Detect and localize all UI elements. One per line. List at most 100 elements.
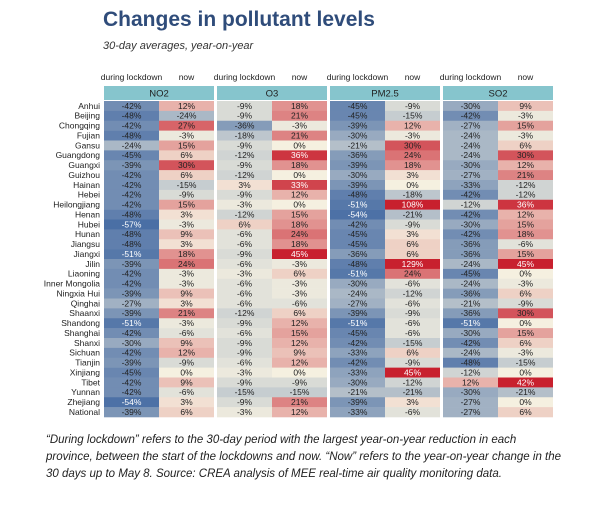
cell-value: -39% (122, 407, 142, 417)
heatmap-cell (443, 298, 498, 309)
cell-value: -39% (122, 259, 142, 269)
cell-value: 21% (291, 111, 308, 121)
cell-value: -45% (348, 101, 368, 111)
heatmap-cell (104, 209, 159, 220)
heatmap-cell (443, 367, 498, 378)
heatmap-cell (159, 397, 214, 408)
province-label: Inner Mongolia (44, 279, 101, 289)
cell-value: -39% (122, 358, 142, 368)
heatmap-cell (385, 298, 440, 309)
cell-value: -30% (348, 377, 368, 387)
cell-value: -48% (122, 209, 142, 219)
heatmap-cell (498, 101, 553, 112)
cell-value: -36% (461, 308, 481, 318)
cell-value: 36% (517, 200, 534, 210)
cell-value: 0% (519, 367, 532, 377)
cell-value: -39% (122, 288, 142, 298)
heatmap-cell (272, 328, 327, 339)
heatmap-cell (217, 199, 272, 210)
heatmap-cell (385, 308, 440, 319)
heatmap-cell (498, 367, 553, 378)
cell-value: 9% (180, 338, 193, 348)
cell-value: -9% (237, 249, 253, 259)
heatmap-cell (159, 377, 214, 388)
cell-value: -3% (405, 130, 421, 140)
heatmap-cell (498, 170, 553, 181)
heatmap-cell (498, 288, 553, 299)
cell-value: 12% (517, 160, 534, 170)
heatmap-cell (104, 110, 159, 122)
heatmap-cell (330, 397, 385, 408)
heatmap-cell (330, 249, 385, 260)
cell-value: -24% (461, 130, 481, 140)
heatmap-cell (217, 120, 272, 131)
heatmap-cell (385, 110, 440, 122)
heatmap-cell (159, 318, 214, 329)
heatmap-cell (330, 308, 385, 319)
heatmap-cell (443, 120, 498, 131)
cell-value: 30% (517, 150, 534, 160)
heatmap-cell (330, 407, 385, 418)
heatmap-cell (104, 338, 159, 349)
cell-value: 18% (291, 239, 308, 249)
cell-value: -48% (461, 358, 481, 368)
heatmap-cell (330, 170, 385, 181)
heatmap-cell (272, 219, 327, 230)
cell-value: -6% (405, 407, 421, 417)
heatmap-cell (498, 150, 553, 161)
province-label: Tibet (81, 377, 100, 387)
heatmap-cell (498, 357, 553, 368)
cell-value: -39% (348, 308, 368, 318)
cell-value: 9% (180, 229, 193, 239)
heatmap-cell (330, 338, 385, 349)
cell-value: 15% (178, 200, 195, 210)
province-label: Qinghai (71, 298, 100, 308)
cell-value: -24% (122, 140, 142, 150)
heatmap-cell (217, 101, 272, 112)
cell-value: 15% (178, 140, 195, 150)
cell-value: 12% (517, 209, 534, 219)
column-label-now: now (179, 72, 195, 82)
heatmap-cell (104, 249, 159, 260)
heatmap-cell (385, 180, 440, 191)
heatmap-cell (159, 150, 214, 161)
heatmap-cell (159, 347, 214, 359)
heatmap-cell (272, 229, 327, 240)
cell-value: -9% (405, 308, 421, 318)
cell-value: -24% (348, 288, 368, 298)
pollutant-header-bg (330, 86, 440, 100)
cell-value: -6% (237, 279, 253, 289)
cell-value: 45% (404, 367, 421, 377)
province-label: Jiangsu (71, 239, 101, 249)
cell-value: 45% (517, 259, 534, 269)
cell-value: -6% (179, 387, 195, 397)
heatmap-cell (330, 160, 385, 171)
cell-value: -42% (461, 190, 481, 200)
heatmap-cell (498, 180, 553, 191)
column-label-during-lockdown: during lockdown (327, 72, 389, 82)
heatmap-cell (217, 219, 272, 230)
heatmap-cell (330, 120, 385, 131)
chart-subtitle: 30-day averages, year-on-year (103, 40, 254, 52)
cell-value: 18% (291, 160, 308, 170)
pollutant-header: SO2 (488, 89, 507, 100)
cell-value: -45% (122, 150, 142, 160)
cell-value: -36% (348, 249, 368, 259)
heatmap-cell (159, 110, 214, 122)
heatmap-cell (443, 140, 498, 151)
heatmap-cell (443, 397, 498, 408)
heatmap-cell (104, 259, 159, 270)
cell-value: 6% (406, 249, 419, 259)
heatmap-cell (498, 160, 553, 171)
cell-value: -9% (405, 358, 421, 368)
province-label: Zhejiang (67, 397, 100, 407)
cell-value: 3% (180, 298, 193, 308)
footnote: “During lockdown” refers to the 30-day p… (46, 434, 562, 480)
heatmap-cell (272, 101, 327, 112)
cell-value: -42% (348, 338, 368, 348)
cell-value: 6% (238, 219, 251, 229)
pollutant-header-bg (217, 86, 327, 100)
province-label: Hainan (73, 180, 100, 190)
province-label: Hebei (78, 190, 100, 200)
cell-value: -3% (292, 279, 308, 289)
